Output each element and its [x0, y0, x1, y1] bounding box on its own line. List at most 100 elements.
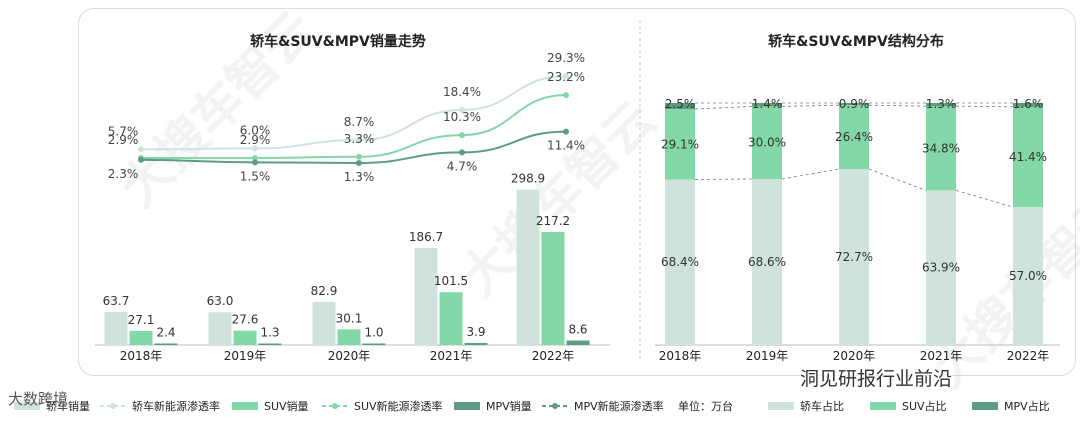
stack-value-label: 68.6%	[748, 255, 786, 269]
legend-label: SUV占比	[902, 400, 947, 413]
line-value-label: 8.7%	[344, 115, 375, 129]
source-watermark-right: 洞见研报行业前沿	[800, 364, 953, 391]
chart2-x-tick: 2018年	[659, 349, 702, 363]
point-mpv-penetration	[252, 159, 258, 166]
bar-sedan	[208, 312, 232, 345]
chart2-x-tick: 2019年	[746, 349, 789, 363]
line-value-label: 11.4%	[547, 139, 585, 153]
line-value-label: 2.9%	[108, 133, 139, 147]
bar-value-label: 1.3	[260, 326, 279, 340]
bar-mpv	[154, 343, 178, 345]
legend-line-swatch	[100, 403, 126, 409]
legend-mpv-share: MPV占比	[972, 398, 1050, 414]
chart2-x-tick: 2021年	[920, 349, 963, 363]
stack-segment-suv	[752, 106, 782, 179]
point-mpv-penetration	[356, 159, 362, 166]
point-sedan-penetration	[138, 146, 144, 153]
legend-suv-rate: SUV新能源渗透率	[322, 398, 443, 414]
bar-sedan	[312, 301, 336, 345]
legend-swatch	[870, 402, 896, 410]
stack-connector	[781, 168, 840, 180]
chart2-x-tick: 2022年	[1007, 349, 1050, 363]
bar-suv	[233, 330, 257, 345]
chart2-title: 轿车&SUV&MPV结构分布	[768, 33, 944, 50]
point-sedan-penetration	[252, 145, 258, 152]
point-mpv-penetration	[563, 128, 569, 135]
legend-swatch	[972, 402, 998, 410]
bar-sedan	[414, 247, 438, 345]
stack-segment-mpv	[1013, 103, 1043, 107]
stack-connector	[868, 104, 927, 107]
bar-suv	[129, 330, 153, 345]
unit-text: 单位：万台	[678, 400, 733, 413]
legend-suv-share: SUV占比	[870, 398, 947, 414]
stack-value-label: 57.0%	[1009, 269, 1047, 283]
bar-value-label: 217.2	[536, 214, 570, 228]
chart1-x-tick: 2021年	[430, 349, 473, 363]
stack-connector	[694, 105, 753, 110]
stack-segment-mpv	[926, 103, 956, 107]
line-value-label: 2.9%	[240, 133, 271, 147]
chart1-x-tick: 2020年	[328, 349, 371, 363]
stack-value-label: 2.5%	[665, 97, 696, 111]
stack-connector	[955, 105, 1014, 108]
bar-mpv	[258, 343, 282, 345]
line-value-label: 2.3%	[108, 167, 139, 181]
stack-segment-sedan	[926, 190, 956, 345]
stack-value-label: 72.7%	[835, 250, 873, 264]
point-sedan-penetration	[356, 137, 362, 144]
bar-suv	[541, 232, 565, 345]
line-value-label: 23.2%	[547, 70, 585, 84]
stack-segment-suv	[1013, 106, 1043, 208]
stack-value-label: 63.9%	[922, 261, 960, 275]
line-value-label: 3.3%	[344, 132, 375, 146]
legend-swatch	[232, 402, 258, 410]
stack-value-label: 0.9%	[839, 97, 870, 111]
line-value-label: 5.7%	[108, 124, 139, 138]
bar-suv	[337, 329, 361, 345]
legend-sedan-rate: 轿车新能源渗透率	[100, 398, 220, 414]
bar-value-label: 3.9	[466, 325, 485, 339]
legend-swatch	[768, 402, 794, 410]
stack-value-label: 1.3%	[926, 97, 957, 111]
bar-sedan	[104, 311, 128, 345]
stack-segment-suv	[926, 106, 956, 191]
stack-value-label: 29.1%	[661, 137, 699, 151]
legend-label: MPV占比	[1004, 400, 1050, 413]
legend-line-swatch	[542, 403, 568, 409]
line-value-label: 10.3%	[443, 110, 481, 124]
bar-value-label: 101.5	[434, 274, 468, 288]
stack-connector	[955, 189, 1014, 208]
legend-mpv-rate: MPV新能源渗透率	[542, 398, 664, 414]
chart1-x-tick: 2019年	[224, 349, 267, 363]
point-sedan-penetration	[459, 106, 465, 113]
line-value-label: 1.3%	[344, 170, 375, 184]
bar-value-label: 186.7	[409, 230, 443, 244]
point-sedan-penetration	[563, 73, 569, 80]
legend-label: SUV新能源渗透率	[354, 400, 443, 413]
legend-label: 轿车销量	[46, 400, 90, 413]
point-suv-penetration	[563, 92, 569, 99]
legend-line-swatch	[322, 403, 348, 409]
chart1-x-tick: 2018年	[120, 349, 163, 363]
stack-value-label: 34.8%	[922, 141, 960, 155]
point-mpv-penetration	[459, 149, 465, 156]
legend-mpv-sales: MPV销量	[454, 398, 532, 414]
legend-swatch	[14, 402, 40, 410]
legend-label: SUV销量	[264, 400, 309, 413]
bar-value-label: 30.1	[336, 311, 363, 325]
point-suv-penetration	[356, 153, 362, 160]
stack-segment-mpv	[665, 103, 695, 110]
legend-label: MPV新能源渗透率	[574, 400, 664, 413]
stack-segment-sedan	[839, 169, 869, 345]
bar-value-label: 8.6	[568, 323, 587, 337]
bar-value-label: 63.7	[103, 294, 130, 308]
bar-value-label: 63.0	[207, 294, 234, 308]
legend-swatch	[454, 402, 480, 410]
line-value-label: 4.7%	[447, 159, 478, 173]
point-suv-penetration	[459, 132, 465, 139]
bar-value-label: 27.6	[232, 313, 259, 327]
stack-connector	[781, 104, 840, 107]
legend-label: 轿车新能源渗透率	[132, 400, 220, 413]
